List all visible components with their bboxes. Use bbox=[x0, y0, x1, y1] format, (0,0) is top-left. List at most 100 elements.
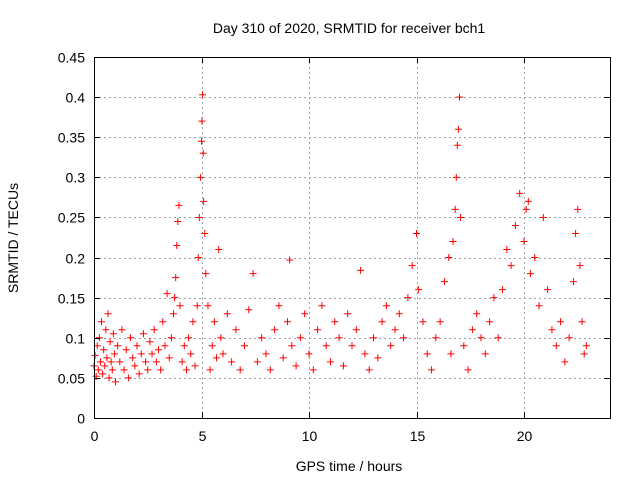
data-point bbox=[445, 254, 453, 262]
data-point bbox=[96, 358, 104, 366]
data-point bbox=[108, 366, 116, 374]
data-point bbox=[454, 125, 462, 133]
data-point bbox=[382, 302, 390, 310]
y-tick-label: 0.1 bbox=[66, 331, 86, 347]
data-point bbox=[210, 318, 218, 326]
data-point bbox=[129, 354, 137, 362]
data-point bbox=[378, 318, 386, 326]
data-point bbox=[103, 354, 111, 362]
data-point bbox=[552, 342, 560, 350]
data-point bbox=[309, 366, 317, 374]
data-point bbox=[201, 229, 209, 237]
data-point bbox=[335, 334, 343, 342]
data-point bbox=[95, 334, 103, 342]
data-point bbox=[524, 197, 532, 205]
data-point bbox=[171, 294, 179, 302]
data-point bbox=[122, 346, 130, 354]
data-point bbox=[175, 201, 183, 209]
data-point bbox=[361, 350, 369, 358]
data-point bbox=[404, 294, 412, 302]
data-point bbox=[208, 342, 216, 350]
chart-title: Day 310 of 2020, SRMTID for receiver bch… bbox=[213, 20, 486, 36]
data-point bbox=[473, 310, 481, 318]
data-point bbox=[163, 290, 171, 298]
data-point bbox=[569, 278, 577, 286]
data-point bbox=[139, 330, 147, 338]
x-tick-label: 5 bbox=[199, 428, 207, 444]
y-tick-label: 0 bbox=[77, 411, 85, 427]
data-point bbox=[352, 326, 360, 334]
data-point bbox=[464, 366, 472, 374]
data-point bbox=[331, 318, 339, 326]
data-point bbox=[408, 262, 416, 270]
data-point bbox=[165, 354, 173, 362]
data-points bbox=[90, 91, 590, 386]
data-point bbox=[262, 350, 270, 358]
data-point bbox=[548, 326, 556, 334]
data-point bbox=[249, 270, 257, 278]
data-point bbox=[131, 362, 139, 370]
x-tick-label: 15 bbox=[410, 428, 426, 444]
data-point bbox=[180, 342, 188, 350]
y-tick-label: 0.4 bbox=[66, 90, 86, 106]
data-point bbox=[391, 326, 399, 334]
data-point bbox=[152, 358, 160, 366]
plot-frame bbox=[94, 57, 611, 419]
data-point bbox=[137, 350, 145, 358]
data-point bbox=[236, 366, 244, 374]
data-point bbox=[286, 256, 294, 264]
data-point bbox=[526, 270, 534, 278]
data-point bbox=[253, 358, 261, 366]
y-tick-label: 0.45 bbox=[58, 50, 85, 66]
data-point bbox=[187, 350, 195, 358]
data-point bbox=[223, 310, 231, 318]
x-tick-label: 0 bbox=[91, 428, 99, 444]
data-point bbox=[582, 342, 590, 350]
data-point bbox=[503, 246, 511, 254]
data-point bbox=[174, 217, 182, 225]
y-tick-label: 0.05 bbox=[58, 371, 85, 387]
data-point bbox=[490, 294, 498, 302]
data-point bbox=[522, 205, 530, 213]
data-point bbox=[195, 213, 203, 221]
data-point bbox=[266, 366, 274, 374]
data-point bbox=[112, 378, 119, 386]
data-point bbox=[110, 350, 118, 358]
data-point bbox=[193, 302, 201, 310]
data-point bbox=[241, 342, 248, 350]
y-tick-label: 0.15 bbox=[58, 291, 85, 307]
x-axis-label: GPS time / hours bbox=[296, 458, 403, 474]
data-point bbox=[101, 362, 109, 370]
data-point bbox=[150, 326, 158, 334]
data-point bbox=[155, 346, 162, 354]
data-point bbox=[557, 318, 565, 326]
data-point bbox=[327, 358, 334, 366]
data-point bbox=[167, 334, 175, 342]
data-point bbox=[499, 286, 506, 294]
data-point bbox=[477, 334, 485, 342]
x-tick-label: 20 bbox=[517, 428, 533, 444]
data-point bbox=[191, 362, 199, 370]
data-point bbox=[213, 354, 221, 362]
data-point bbox=[200, 197, 208, 205]
y-tick-label: 0.25 bbox=[58, 210, 85, 226]
data-point bbox=[539, 213, 547, 221]
data-point bbox=[468, 326, 476, 334]
data-point bbox=[94, 366, 102, 374]
data-point bbox=[494, 334, 502, 342]
data-point bbox=[432, 334, 440, 342]
data-point bbox=[219, 350, 227, 358]
data-point bbox=[157, 366, 165, 374]
data-point bbox=[544, 286, 552, 294]
data-point bbox=[561, 358, 569, 366]
y-tick-label: 0.2 bbox=[66, 251, 86, 267]
data-point bbox=[161, 342, 169, 350]
data-point bbox=[99, 370, 107, 378]
data-point bbox=[322, 342, 330, 350]
data-point bbox=[565, 334, 573, 342]
data-point bbox=[520, 238, 528, 246]
data-point bbox=[189, 318, 197, 326]
data-point bbox=[102, 326, 110, 334]
data-point bbox=[301, 310, 309, 318]
data-point bbox=[507, 262, 515, 270]
